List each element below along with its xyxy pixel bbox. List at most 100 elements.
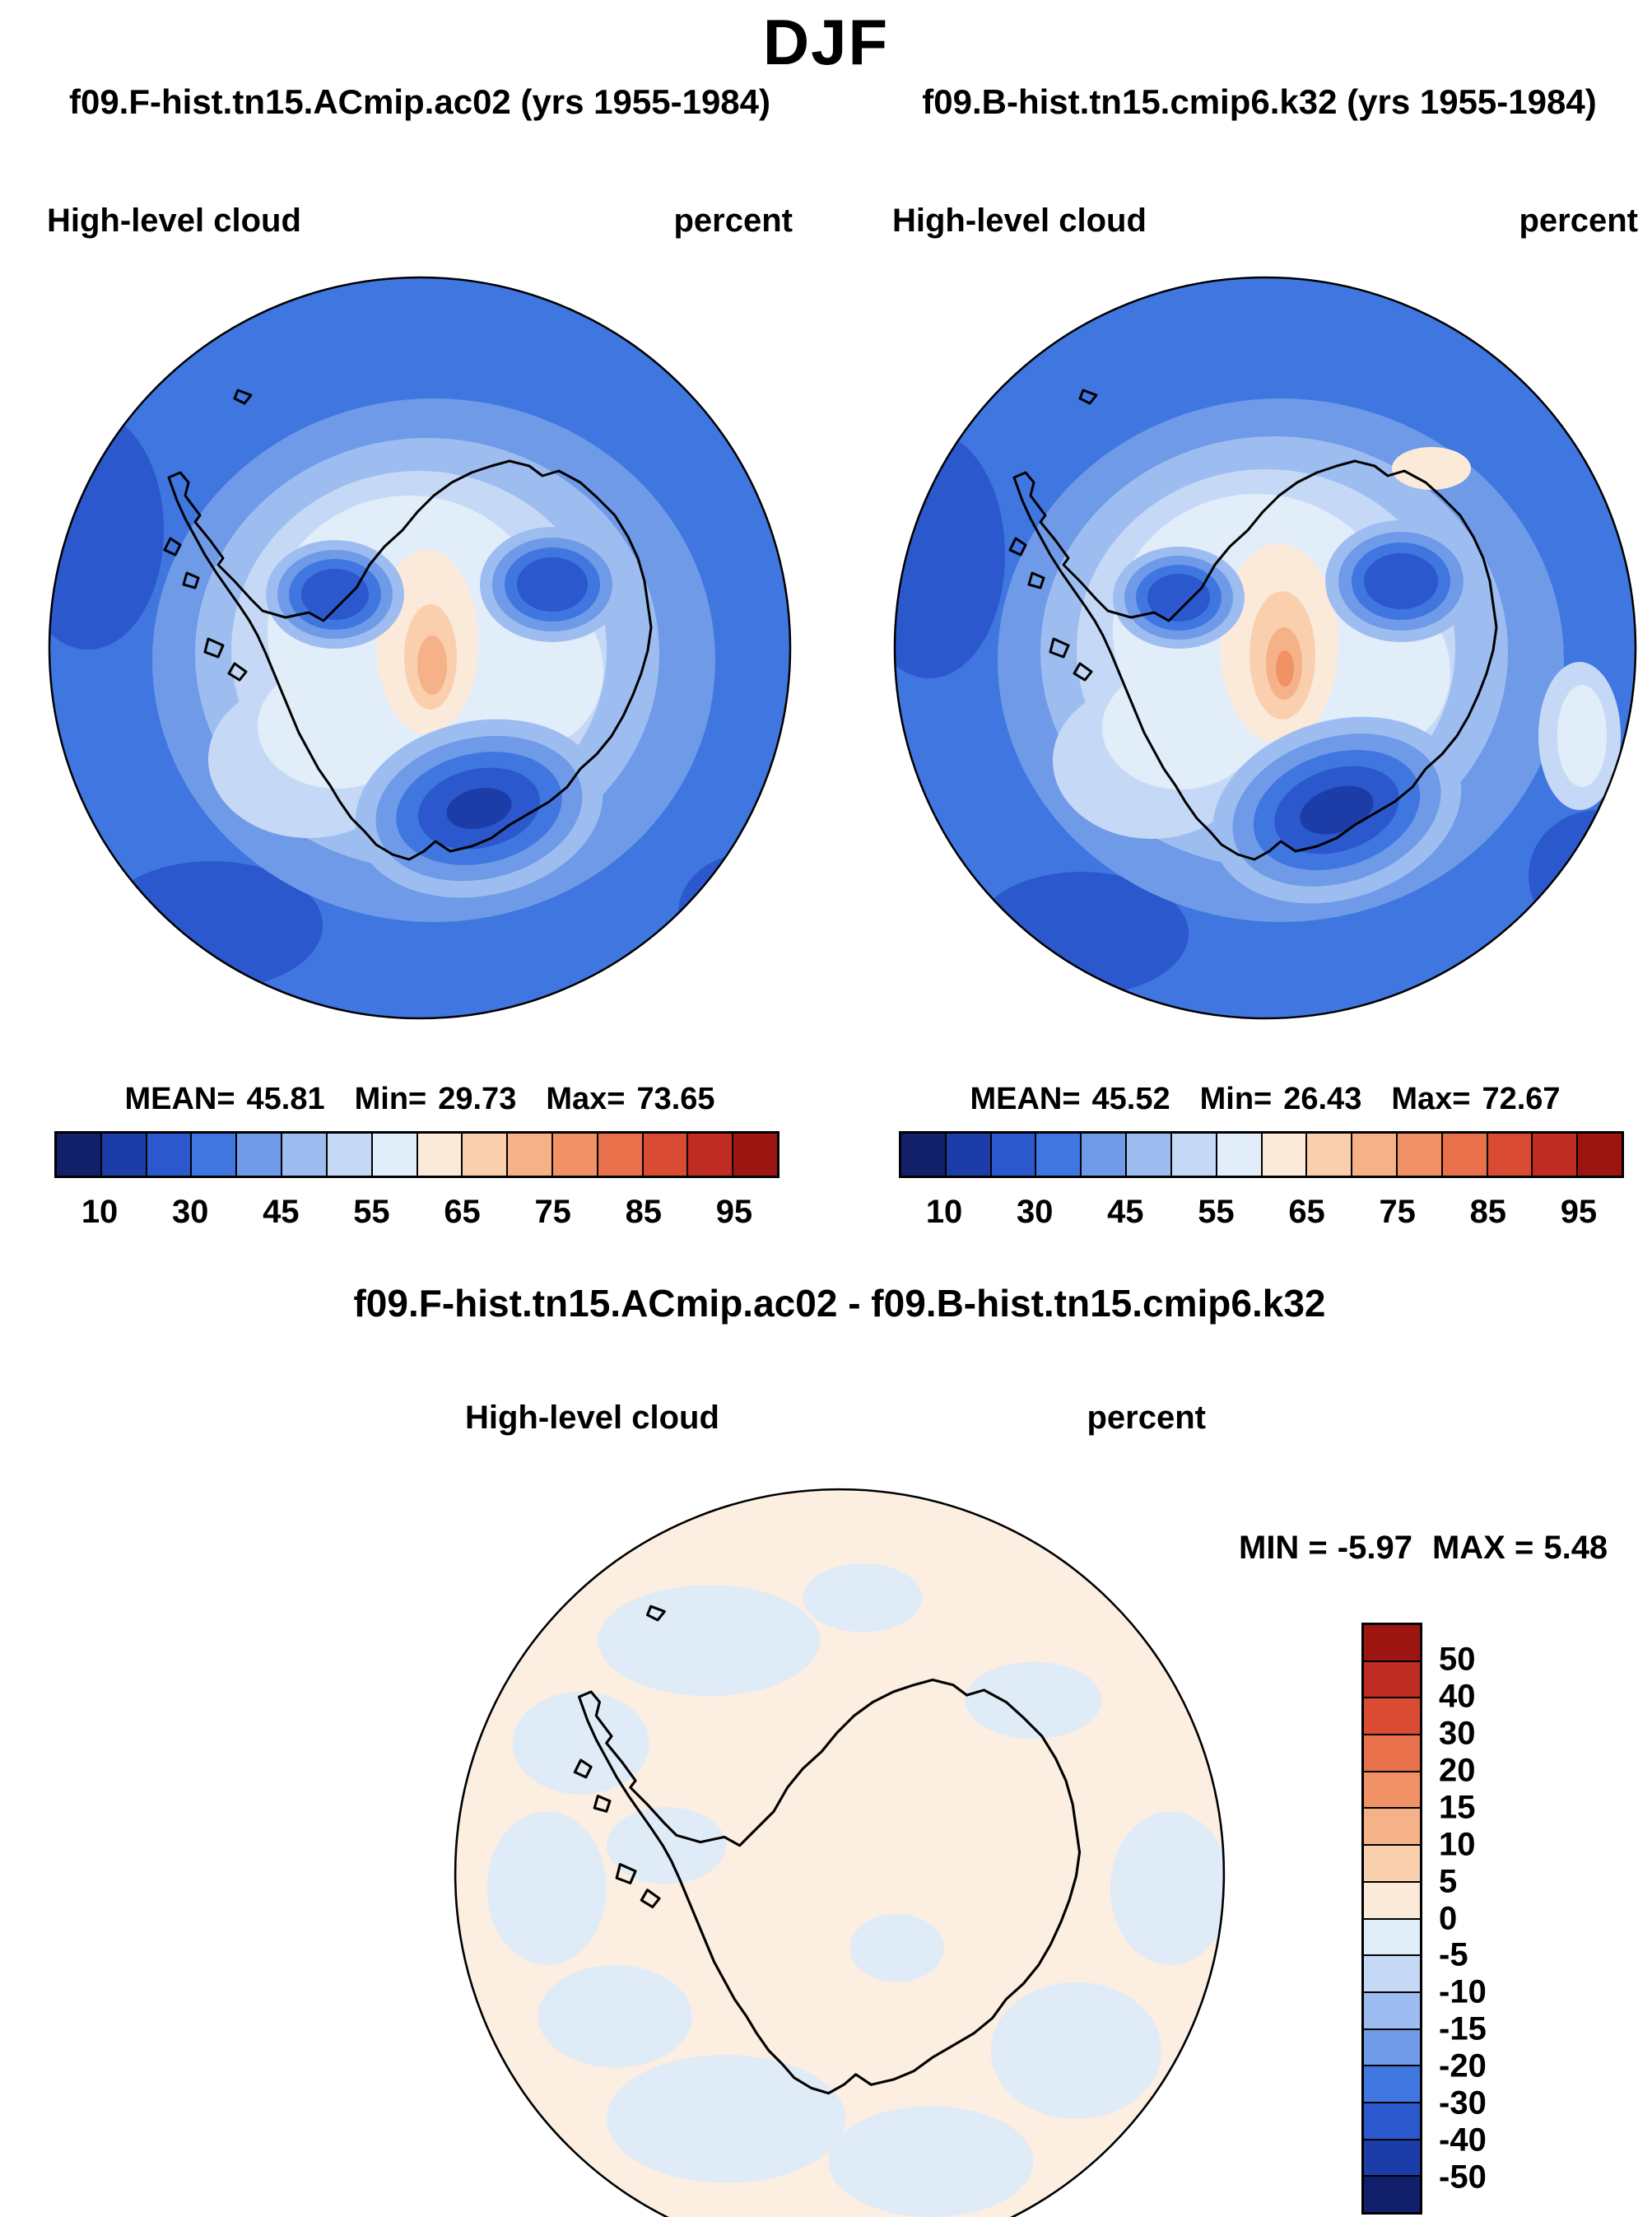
- colorbar-segment: [643, 1134, 689, 1176]
- colorbar-segment: [1364, 2103, 1420, 2140]
- colorbar-tick: 40: [1439, 1678, 1476, 1715]
- colorbar-segment: [1487, 1134, 1533, 1176]
- panel2-field-row: High-level cloud percent: [892, 203, 1638, 240]
- colorbar-tick: 30: [1016, 1194, 1054, 1230]
- colorbar-tick: 75: [1379, 1194, 1416, 1230]
- colorbar-segment: [101, 1134, 147, 1176]
- colorbar-segment: [1364, 1735, 1420, 1772]
- colorbar-segment: [1364, 1772, 1420, 1809]
- map-diff-fill: [455, 1489, 1224, 2217]
- panel1-units-label: percent: [673, 203, 793, 239]
- diff-max-label: MAX =: [1431, 1530, 1534, 1566]
- min-label: Min=: [1199, 1082, 1273, 1116]
- colorbar-segment: [1036, 1134, 1082, 1176]
- colorbar-tick: 15: [1439, 1789, 1476, 1826]
- colorbar-segment: [1352, 1134, 1398, 1176]
- colorbar-segment: [1364, 1956, 1420, 1993]
- map-panel1-fill: [49, 277, 790, 1018]
- mean-label: MEAN=: [124, 1082, 235, 1116]
- low-value-cell-south: [1212, 716, 1462, 904]
- low-value-cell-west: [1113, 547, 1245, 649]
- colorbar-segment: [508, 1134, 553, 1176]
- diff-min-value: -5.97: [1337, 1530, 1412, 1566]
- colorbar-segment: [1082, 1134, 1128, 1176]
- map-outline: [48, 276, 792, 1020]
- map-diff: [454, 1488, 1226, 2217]
- colorbar-tick: 65: [444, 1194, 481, 1230]
- colorbar-tick: 85: [625, 1194, 663, 1230]
- diff-title: f09.F-hist.tn15.ACmip.ac02 - f09.B-hist.…: [353, 1282, 1326, 1325]
- colorbar-tick: 65: [1288, 1194, 1325, 1230]
- colorbar-ticks-panel2: 10 30 45 55 65 75 85 95: [899, 1194, 1624, 1233]
- colorbar-segment: [147, 1134, 193, 1176]
- mean-label: MEAN=: [970, 1082, 1081, 1116]
- colorbar-tick: 75: [534, 1194, 571, 1230]
- colorbar-segment: [282, 1134, 328, 1176]
- colorbar-segment: [1364, 1625, 1420, 1662]
- colorbar-tick: 95: [715, 1194, 753, 1230]
- colorbar-segment: [1364, 1809, 1420, 1847]
- colorbar-segment: [1442, 1134, 1488, 1176]
- diff-max-value: 5.48: [1543, 1530, 1608, 1566]
- colorbar-tick: -50: [1439, 2159, 1487, 2196]
- colorbar-segment: [1397, 1134, 1443, 1176]
- panel1-field-label: High-level cloud: [47, 203, 301, 239]
- colorbar-segment: [1364, 1992, 1420, 2030]
- max-value: 73.65: [636, 1082, 715, 1116]
- colorbar-tick: 85: [1469, 1194, 1507, 1230]
- colorbar-tick: 55: [1198, 1194, 1235, 1230]
- colorbar-tick: -30: [1439, 2084, 1487, 2122]
- min-value: 26.43: [1283, 1082, 1362, 1116]
- colorbar-segment: [1364, 2029, 1420, 2067]
- colorbar-tick: 45: [1107, 1194, 1144, 1230]
- colorbar-tick: 20: [1439, 1752, 1476, 1789]
- panel2-units-label: percent: [1519, 203, 1639, 239]
- season-title: DJF: [762, 6, 890, 78]
- colorbar-segment: [688, 1134, 734, 1176]
- colorbar-segment: [1127, 1134, 1172, 1176]
- colorbar-segment: [991, 1134, 1037, 1176]
- colorbar-segment: [372, 1134, 418, 1176]
- colorbar-tick: 0: [1439, 1900, 1458, 1936]
- low-value-cell-east: [480, 527, 625, 642]
- diff-colorbar-ticks: 50 40 30 20 15 10 5 0 -5 -10 -15 -20 -30 -40 -50: [1439, 1623, 1546, 2215]
- diff-minmax: MIN = -5.97 MAX = 5.48: [1239, 1530, 1627, 1567]
- colorbar-tick: -20: [1439, 2047, 1487, 2084]
- max-value: 72.67: [1482, 1082, 1561, 1116]
- colorbar-segment: [1307, 1134, 1353, 1176]
- colorbar-segment: [1578, 1134, 1622, 1176]
- colorbar-tick: -5: [1439, 1936, 1468, 1973]
- colorbar-segment: [1364, 1846, 1420, 1883]
- max-label: Max=: [546, 1082, 626, 1116]
- low-value-cell-west: [266, 540, 404, 649]
- colorbar-tick: -15: [1439, 2010, 1487, 2047]
- colorbar-tick: 55: [353, 1194, 390, 1230]
- colorbar-tick: -40: [1439, 2122, 1487, 2159]
- colorbar-tick: 50: [1439, 1641, 1476, 1678]
- diff-units-label: percent: [1087, 1400, 1207, 1436]
- panel1-stats: MEAN= 45.81 Min= 29.73 Max= 73.65: [47, 1082, 793, 1117]
- colorbar-tick: 30: [1439, 1715, 1476, 1752]
- colorbar-tick: 10: [1439, 1826, 1476, 1863]
- colorbar-segment: [1364, 1882, 1420, 1920]
- colorbar-segment: [1171, 1134, 1217, 1176]
- colorbar-tick: 95: [1560, 1194, 1598, 1230]
- colorbar-tick: 30: [171, 1194, 209, 1230]
- map-panel2: [893, 276, 1637, 1020]
- colorbar-tick: 5: [1439, 1863, 1458, 1900]
- colorbar-segment: [733, 1134, 777, 1176]
- diff-field-label: High-level cloud: [465, 1400, 719, 1436]
- colorbar-segment: [237, 1134, 283, 1176]
- colorbar-segment: [192, 1134, 238, 1176]
- mean-value: 45.52: [1091, 1082, 1170, 1116]
- low-value-cell-east: [1325, 520, 1477, 642]
- map-panel2-fill: [895, 277, 1636, 1018]
- colorbar-segment: [417, 1134, 463, 1176]
- colorbar-segment: [1262, 1134, 1308, 1176]
- colorbar-segment: [1364, 2140, 1420, 2177]
- colorbar-segment: [57, 1134, 102, 1176]
- panel2-stats: MEAN= 45.52 Min= 26.43 Max= 72.67: [892, 1082, 1638, 1117]
- mean-value: 45.81: [246, 1082, 325, 1116]
- case2-title: f09.B-hist.tn15.cmip6.k32 (yrs 1955-1984…: [922, 82, 1597, 121]
- panel2-field-label: High-level cloud: [892, 203, 1147, 239]
